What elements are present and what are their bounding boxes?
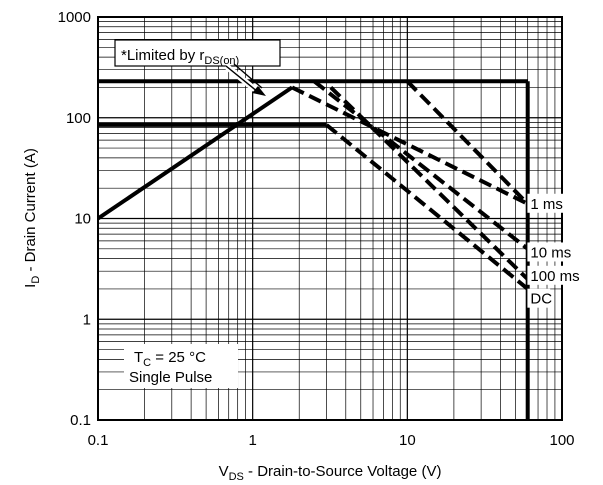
x-tick-label: 0.1	[88, 432, 109, 449]
series-label: 1 ms	[530, 196, 563, 213]
conditions-box	[124, 344, 238, 388]
series-label-bg	[527, 193, 568, 213]
plot-frame	[97, 16, 563, 421]
y-tick-label: 1	[83, 311, 91, 328]
series-label-bg	[527, 265, 584, 285]
y-tick-label: 1000	[58, 9, 91, 26]
soa-curve	[325, 123, 529, 291]
x-tick-label: 100	[549, 432, 574, 449]
series-label-bg	[527, 242, 576, 262]
tc-annotation: TC = 25 °C	[134, 349, 206, 369]
limited-annotation: *Limited by rDS(on)	[121, 47, 239, 67]
series-labels: 1 ms 10 ms 100 ms DC	[527, 193, 584, 308]
y-tick-label: 10	[74, 211, 91, 228]
series-label: 100 ms	[530, 268, 579, 285]
x-axis-title: VDS - Drain-to-Source Voltage (V)	[219, 463, 442, 483]
x-tick-label: 1	[248, 432, 256, 449]
y-axis-title: ID - Drain Current (A)	[22, 148, 42, 288]
limited-annotation-box	[114, 39, 281, 67]
series-label: DC	[530, 291, 552, 308]
tick-labels: 0.1 1 10 100 0.1 1 10 100 1000	[58, 9, 575, 449]
soa-curve	[329, 85, 530, 281]
series-label-bg	[527, 288, 551, 308]
single-pulse-annotation: Single Pulse	[129, 369, 212, 386]
curves	[96, 79, 530, 420]
y-tick-label: 100	[66, 110, 91, 127]
y-tick-label: 0.1	[70, 412, 91, 429]
soa-curve	[291, 85, 529, 206]
soa-curve	[312, 79, 529, 251]
series-label: 10 ms	[530, 244, 571, 261]
soa-curve	[405, 79, 530, 206]
soa-curve	[96, 85, 294, 221]
x-tick-label: 10	[399, 432, 416, 449]
limited-arrow	[224, 63, 266, 96]
